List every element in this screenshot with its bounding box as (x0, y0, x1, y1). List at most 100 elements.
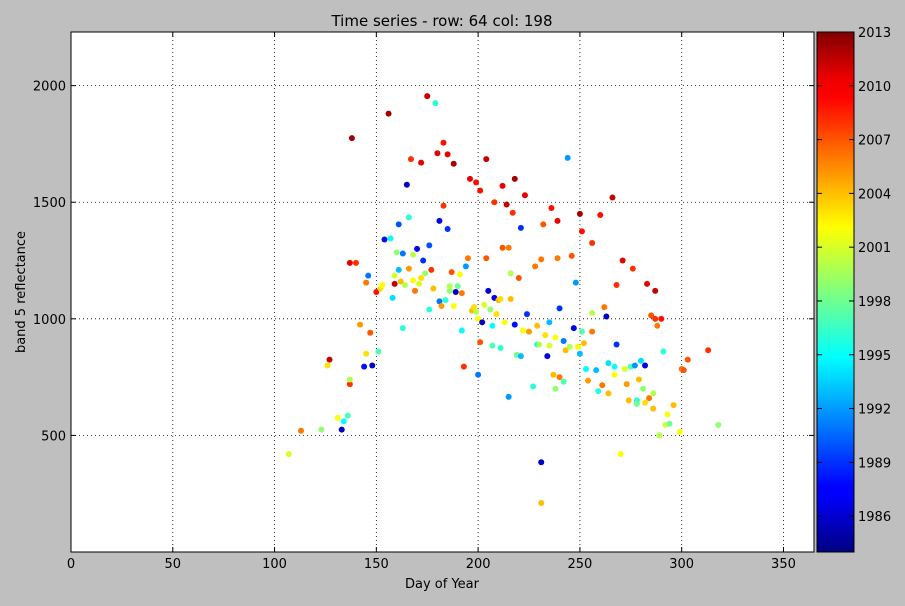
scatter-point (489, 342, 496, 349)
scatter-point (458, 327, 465, 334)
scatter-point (589, 240, 596, 247)
scatter-point (505, 393, 512, 400)
scatter-point (499, 182, 506, 189)
scatter-point (617, 451, 624, 458)
scatter-point (485, 287, 492, 294)
x-tick-label: 0 (67, 557, 75, 572)
scatter-point (477, 187, 484, 194)
scatter-point (436, 217, 443, 224)
scatter-point (395, 221, 402, 228)
scatter-point (407, 156, 414, 163)
scatter-point (631, 362, 638, 369)
scatter-point (578, 328, 585, 335)
scatter-point (511, 321, 518, 328)
scatter-point (409, 277, 416, 284)
scatter-point (424, 93, 431, 100)
scatter-point (538, 500, 545, 507)
scatter-point (648, 312, 655, 319)
y-tick-label: 500 (41, 429, 66, 444)
scatter-point (418, 159, 425, 166)
scatter-point (397, 278, 404, 285)
scatter-point (611, 363, 618, 370)
scatter-point (450, 302, 457, 309)
scatter-point (715, 421, 722, 428)
x-tick-label: 200 (466, 557, 491, 572)
scatter-point (642, 399, 649, 406)
x-axis-label: Day of Year (405, 577, 480, 592)
scatter-point (517, 224, 524, 231)
scatter-point (346, 381, 353, 388)
scatter-point (446, 283, 453, 290)
scatter-point (491, 199, 498, 206)
scatter-point (609, 194, 616, 201)
colorbar-tick-label: 2001 (858, 241, 891, 256)
scatter-point (517, 353, 524, 360)
y-tick-label: 1000 (33, 313, 66, 328)
scatter-point (656, 432, 663, 439)
colorbar (816, 31, 855, 553)
scatter-point (446, 287, 453, 294)
scatter-point (613, 282, 620, 289)
scatter-point (676, 428, 683, 435)
colorbar-ticks: 1986 1989 1992 1995 1998 2001 2004 2007 2010 2013 (817, 26, 891, 525)
scatter-point (346, 259, 353, 266)
scatter-point (285, 451, 292, 458)
y-tick-label: 1500 (33, 196, 66, 211)
scatter-point (489, 322, 496, 329)
scatter-point (448, 269, 455, 276)
scatter-point (546, 342, 553, 349)
scatter-point (352, 259, 359, 266)
scatter-point (405, 265, 412, 272)
x-tick-label: 50 (165, 557, 182, 572)
scatter-point (375, 348, 382, 355)
scatter-point (652, 287, 659, 294)
scatter-point (428, 266, 435, 273)
scatter-point (409, 251, 416, 258)
scatter-point (391, 272, 398, 279)
scatter-point (619, 257, 626, 264)
scatter-point (462, 263, 469, 270)
scatter-point (326, 356, 333, 363)
scatter-point (540, 221, 547, 228)
plot-area (71, 32, 814, 552)
scatter-point (519, 327, 526, 334)
scatter-point (454, 283, 461, 290)
scatter-point (542, 332, 549, 339)
scatter-point (324, 362, 331, 369)
scatter-point (646, 395, 653, 402)
scatter-point (379, 282, 386, 289)
scatter-point (556, 374, 563, 381)
scatter-point (357, 321, 364, 328)
scatter-point (556, 305, 563, 312)
x-tick-label: 350 (771, 557, 796, 572)
scatter-point (430, 285, 437, 292)
scatter-point (623, 381, 630, 388)
scatter-point (538, 256, 545, 263)
scatter-point (589, 328, 596, 335)
scatter-point (644, 280, 651, 287)
scatter-point (499, 244, 506, 251)
scatter-point (458, 290, 465, 297)
scatter-point (391, 280, 398, 287)
scatter-point (479, 319, 486, 326)
scatter-point (464, 255, 471, 262)
scatter-point (560, 337, 567, 344)
colorbar-tick-label: 1989 (858, 456, 891, 471)
scatter-point (595, 388, 602, 395)
scatter-point (601, 304, 608, 311)
scatter-point (477, 339, 484, 346)
scatter-point (387, 235, 394, 242)
scatter-point (505, 244, 512, 251)
x-tick-label: 300 (669, 557, 694, 572)
scatter-point (420, 257, 427, 264)
scatter-point (530, 383, 537, 390)
scatter-point (369, 362, 376, 369)
scatter-point (361, 363, 368, 370)
scatter-point (503, 201, 510, 208)
scatter-point (560, 378, 567, 385)
scatter-point (434, 150, 441, 157)
scatter-point (515, 275, 522, 282)
scatter-point (473, 308, 480, 315)
scatter-point (426, 242, 433, 249)
